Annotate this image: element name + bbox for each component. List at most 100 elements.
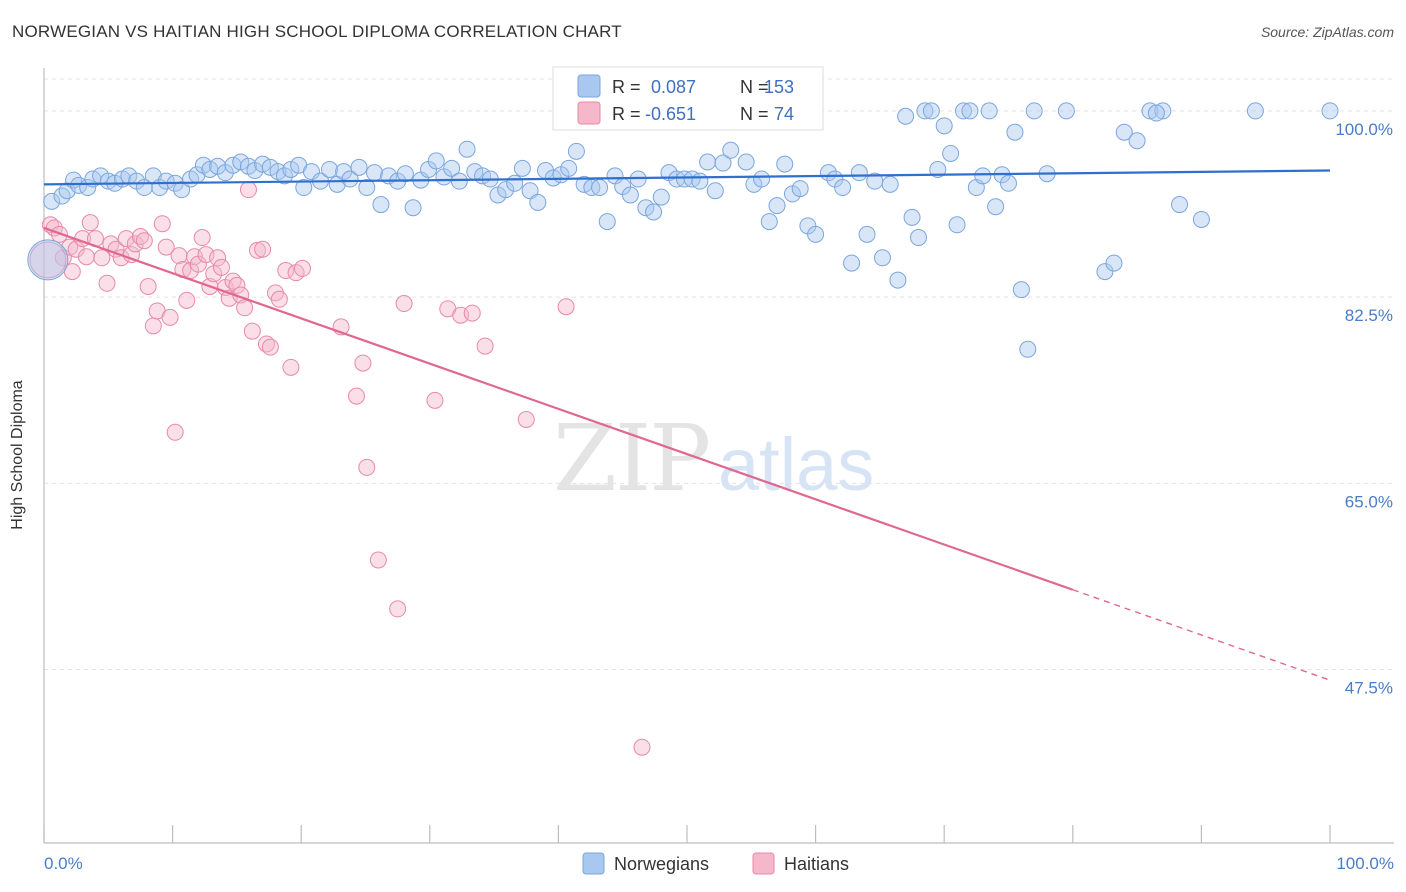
norwegians-point	[302, 163, 320, 181]
haitians-point	[157, 238, 175, 256]
norwegians-point	[450, 172, 468, 190]
norwegians-point	[1154, 102, 1172, 120]
haitians-point	[426, 391, 444, 409]
haitians-point	[135, 232, 153, 250]
norwegians-point	[43, 192, 61, 210]
haitians-point	[277, 262, 295, 280]
haitians-point	[139, 277, 157, 295]
norwegians-point	[760, 213, 778, 231]
norwegians-point	[1192, 210, 1210, 228]
haitians-point	[633, 738, 651, 756]
norwegians-point	[529, 193, 547, 211]
haitians-point	[117, 230, 135, 248]
norwegians-point	[889, 271, 907, 289]
haitians-point	[228, 276, 246, 294]
stats-legend: R = 0.087 N = 153 R = -0.651 N = 74	[552, 66, 824, 131]
norwegians-point	[850, 164, 868, 182]
x-tick-label-min: 0.0%	[44, 854, 83, 873]
haitians-point	[243, 322, 261, 340]
haitians-point	[389, 600, 407, 618]
haitians-point	[77, 248, 95, 266]
legend-haitians-r-value: -0.651	[645, 104, 696, 124]
legend-norwegians-r-value: 0.087	[651, 77, 696, 97]
chart-title: NORWEGIAN VS HAITIAN HIGH SCHOOL DIPLOMA…	[12, 22, 622, 41]
norwegians-trend-line	[43, 169, 1331, 186]
chart-source: Source: ZipAtlas.com	[1260, 24, 1394, 40]
norwegians-point	[1141, 102, 1159, 120]
norwegians-point	[652, 188, 670, 206]
haitians-point	[144, 317, 162, 335]
norwegians-point	[1025, 102, 1043, 120]
legend-norwegians-n-label: N =	[740, 77, 769, 97]
y-axis-tick-labels: 100.0% 82.5% 65.0% 47.5%	[1335, 120, 1393, 698]
norwegians-point	[714, 154, 732, 172]
haitians-point	[248, 241, 266, 259]
norwegians-point	[350, 158, 368, 176]
norwegians-point	[637, 199, 655, 217]
haitians-point	[209, 249, 227, 267]
norwegians-point	[791, 180, 809, 198]
watermark: ZIP atlas	[553, 405, 874, 512]
norwegians-point	[53, 187, 71, 205]
haitians-point	[254, 240, 272, 258]
norwegians-point	[916, 102, 934, 120]
norwegians-point	[706, 182, 724, 200]
norwegians-point	[834, 179, 852, 197]
norwegians-points	[27, 102, 1339, 358]
haitians-point	[395, 295, 413, 313]
haitians-point	[153, 215, 171, 233]
norwegians-point	[560, 159, 578, 177]
haitians-point	[178, 291, 196, 309]
legend-norwegians-r-label: R =	[612, 77, 641, 97]
norwegians-point	[506, 174, 524, 192]
norwegians-point	[1105, 254, 1123, 272]
norwegians-point	[1246, 102, 1264, 120]
norwegians-point	[372, 196, 390, 214]
norwegians-point	[881, 175, 899, 193]
haitians-point	[476, 337, 494, 355]
norwegians-point	[980, 102, 998, 120]
norwegians-point	[807, 225, 825, 243]
haitians-point	[557, 298, 575, 316]
y-tick-label: 47.5%	[1345, 679, 1393, 698]
haitians-trend-line	[43, 226, 1074, 591]
series-legend: Norwegians Haitians	[582, 852, 849, 875]
norwegians-point	[897, 107, 915, 125]
legend-norwegians-n-value: 153	[764, 77, 794, 97]
norwegians-point	[521, 182, 539, 200]
norwegians-point	[621, 186, 639, 204]
haitians-point	[193, 229, 211, 247]
haitians-point	[236, 299, 254, 317]
haitians-point	[369, 551, 387, 569]
norwegians-point	[1128, 132, 1146, 150]
norwegians-point	[427, 152, 445, 170]
norwegians-point	[942, 144, 960, 162]
norwegians-point	[776, 155, 794, 173]
norwegians-point	[974, 167, 992, 185]
norwegians-point	[987, 198, 1005, 216]
haitians-points	[29, 181, 651, 756]
x-tick-label-max: 100.0%	[1336, 854, 1394, 873]
norwegians-point	[909, 229, 927, 247]
haitians-point	[212, 258, 230, 276]
norwegians-point	[873, 249, 891, 267]
haitians-point	[293, 259, 311, 277]
norwegians-point	[232, 153, 250, 171]
haitians-point	[270, 290, 288, 308]
norwegians-point	[645, 203, 663, 221]
haitians-point	[239, 181, 257, 199]
norwegians-point	[1115, 123, 1133, 141]
norwegians-point	[858, 225, 876, 243]
norwegians-point	[935, 117, 953, 135]
norwegians-point	[1321, 102, 1339, 120]
norwegians-point	[903, 208, 921, 226]
norwegians-point	[598, 213, 616, 231]
haitians-point	[261, 338, 279, 356]
norwegians-point	[948, 216, 966, 234]
norwegians-point	[295, 179, 313, 197]
norwegians-point	[261, 158, 279, 176]
haitians-point	[29, 241, 67, 279]
norwegians-point	[341, 170, 359, 188]
norwegians-point	[1171, 196, 1189, 214]
